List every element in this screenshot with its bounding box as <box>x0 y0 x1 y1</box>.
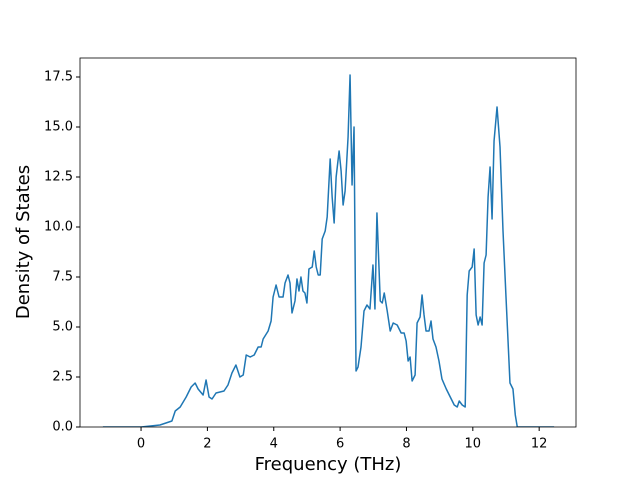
y-tick-label: 2.5 <box>52 370 73 385</box>
y-axis-label: Density of States <box>13 165 34 319</box>
x-tick-label: 8 <box>402 437 410 452</box>
x-tick-label: 12 <box>531 437 548 452</box>
x-tick-label: 10 <box>465 437 482 452</box>
x-axis-label: Frequency (THz) <box>255 454 402 475</box>
y-tick-label: 0.0 <box>52 420 73 435</box>
y-tick-label: 17.5 <box>44 70 73 85</box>
line <box>102 74 555 427</box>
y-tick-label: 15.0 <box>44 120 73 135</box>
plot-frame <box>79 57 577 428</box>
x-tick-label: 4 <box>270 437 278 452</box>
y-tick-label: 10.0 <box>44 220 73 235</box>
x-tick-label: 0 <box>137 437 145 452</box>
x-tick-label: 2 <box>203 437 211 452</box>
y-tick-label: 5.0 <box>52 320 73 335</box>
x-tick-label: 6 <box>336 437 344 452</box>
y-tick-label: 7.5 <box>52 270 73 285</box>
y-tick-label: 12.5 <box>44 170 73 185</box>
